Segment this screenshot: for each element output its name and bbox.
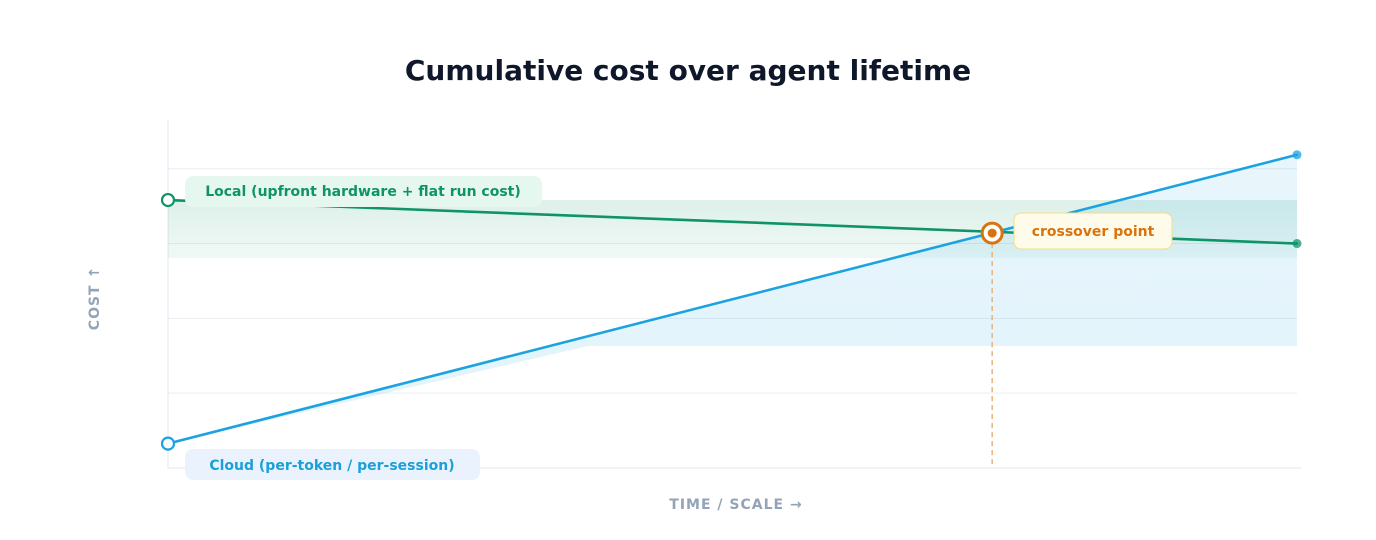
local-legend-pill: Local (upfront hardware + flat run cost) (185, 176, 542, 207)
crossover-marker-dot (987, 228, 997, 238)
cloud-series-label: Cloud (per-token / per-session) (209, 458, 454, 474)
cloud-start-point (160, 436, 176, 451)
y-axis-label: COST ↑ (87, 266, 103, 330)
chart-title: Cumulative cost over agent lifetime (405, 54, 971, 87)
crossover-label: crossover point (1032, 224, 1155, 240)
cloud-end-point (1292, 150, 1302, 160)
local-series-label: Local (upfront hardware + flat run cost) (205, 184, 521, 200)
cloud-legend-pill: Cloud (per-token / per-session) (185, 449, 480, 480)
local-end-point (1292, 239, 1302, 249)
crossover-callout: crossover point (1013, 212, 1173, 250)
cloud-series-line (166, 153, 1299, 445)
local-start-point (160, 192, 176, 208)
x-axis-label: TIME / SCALE → (669, 497, 802, 513)
